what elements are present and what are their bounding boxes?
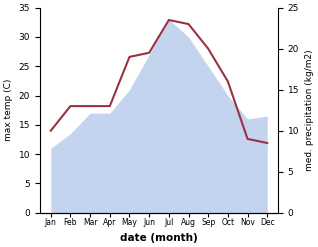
- Y-axis label: med. precipitation (kg/m2): med. precipitation (kg/m2): [305, 49, 314, 171]
- Y-axis label: max temp (C): max temp (C): [4, 79, 13, 141]
- X-axis label: date (month): date (month): [120, 233, 198, 243]
